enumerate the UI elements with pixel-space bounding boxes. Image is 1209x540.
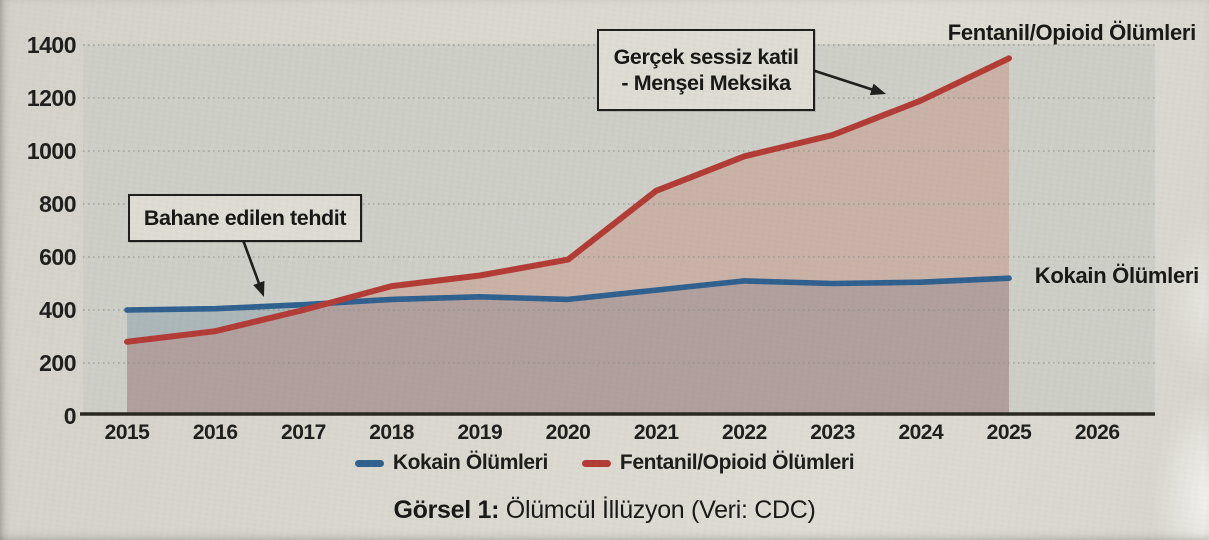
annotation-excuse-text: Bahane edilen tehdit: [143, 205, 347, 230]
figure-caption: Görsel 1: Ölümcül İllüzyon (Veri: CDC): [0, 496, 1209, 525]
legend-item-fentanyl: Fentanil/Opioid Ölümleri: [581, 451, 855, 475]
cocaine-line: [124, 275, 1012, 313]
cocaine-area-fill: [127, 278, 1009, 413]
legend-label-cocaine: Kokain Ölümleri: [392, 451, 548, 474]
fentanyl-legend-dash-icon: [581, 459, 611, 467]
arrow-to-fentanyl-line-icon: [869, 83, 886, 96]
legend-label-fentanyl: Fentanil/Opioid Ölümleri: [619, 451, 855, 474]
caption-prefix: Görsel 1:: [393, 496, 500, 524]
cocaine-series-label: Kokain Ölümleri: [1034, 263, 1200, 288]
arrow-to-cocaine-line-icon: [253, 280, 265, 297]
caption-text: Ölümcül İllüzyon (Veri: CDC): [499, 496, 816, 524]
arrow-to-fentanyl-line-icon-shaft: [811, 68, 875, 92]
annotation-box-silent-killer: Gerçek sessiz katil - Menşei Meksika: [597, 29, 815, 111]
annotation-box-excuse-threat: Bahane edilen tehdit: [128, 194, 362, 242]
annotation-silent-killer-line2: - Menşei Meksika: [621, 71, 791, 95]
fentanyl-series-label: Fentanil/Opioid Ölümleri: [947, 20, 1197, 45]
legend-item-cocaine: Kokain Ölümleri: [354, 451, 548, 475]
fentanyl-line: [124, 55, 1012, 345]
arrow-to-cocaine-line-icon-shaft: [241, 239, 261, 286]
cocaine-legend-dash-icon: [354, 459, 384, 467]
chart-legend: Kokain Ölümleri Fentanil/Opioid Ölümleri: [0, 451, 1209, 475]
annotation-silent-killer-line1: Gerçek sessiz katil: [613, 44, 799, 69]
